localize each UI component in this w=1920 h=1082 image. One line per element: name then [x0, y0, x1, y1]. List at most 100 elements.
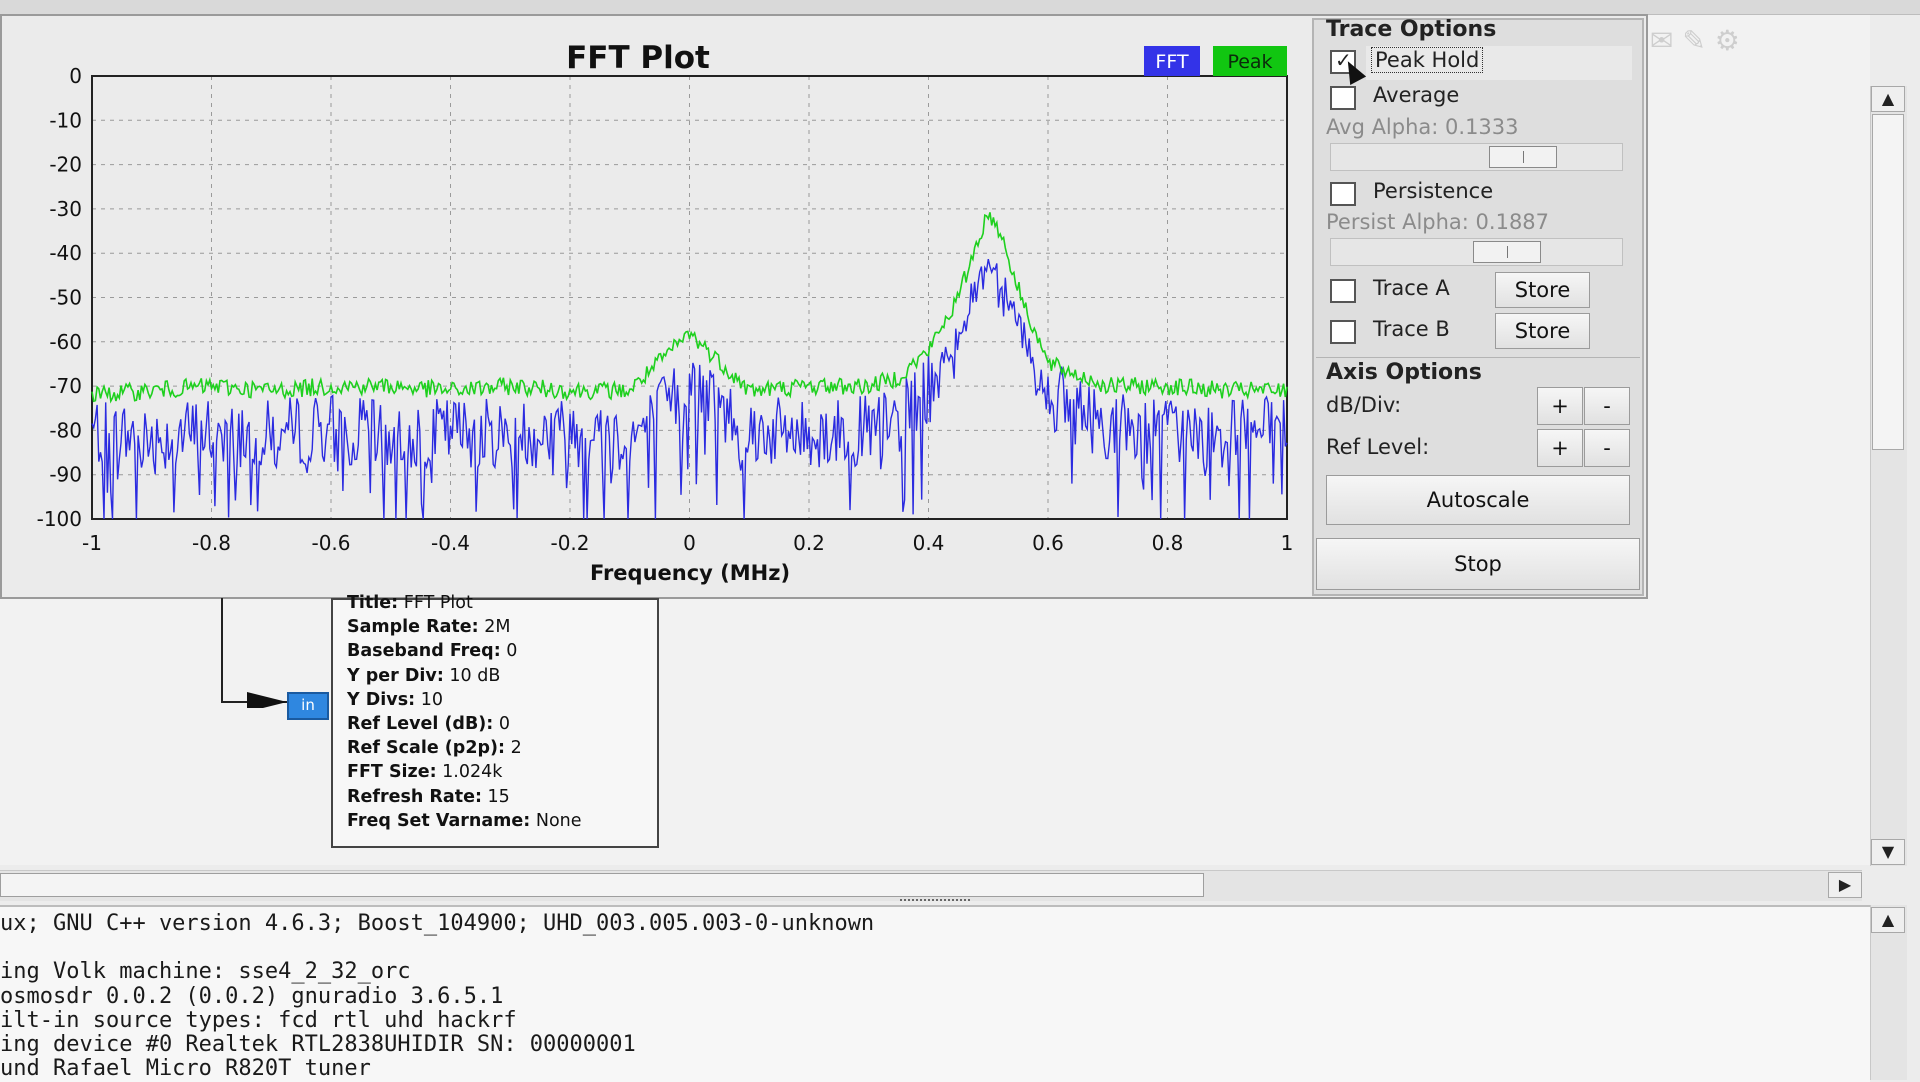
autoscale-button[interactable]: Autoscale: [1326, 475, 1630, 525]
console-line: ux; GNU C++ version 4.6.3; Boost_104900;…: [0, 911, 875, 936]
scroll-up-icon[interactable]: ▲: [1871, 86, 1905, 112]
persist-alpha-slider[interactable]: [1330, 238, 1623, 266]
block-property-row: Y per Div: 10 dB: [347, 666, 500, 686]
y-tick-label: -50: [49, 286, 82, 310]
y-tick-label: -60: [49, 330, 82, 354]
x-tick-label: -0.8: [192, 531, 231, 555]
y-tick-label: -90: [49, 463, 82, 487]
vertical-scroll-thumb[interactable]: [1872, 114, 1904, 450]
trace-a-store-button[interactable]: Store: [1495, 272, 1590, 308]
y-tick-label: -40: [49, 241, 82, 265]
fft-plot-chart: 0 -10 -20 -30 -40 -50 -60 -70 -80 -90 -100 -1 -0.8 -…: [37, 40, 1294, 585]
x-tick-label: 0.6: [1032, 531, 1064, 555]
y-tick-label: -10: [49, 108, 82, 132]
x-tick-label: -0.4: [431, 531, 470, 555]
persistence-label[interactable]: Persistence: [1373, 179, 1494, 203]
block-property-value: None: [535, 810, 582, 831]
block-property-value: 15: [487, 786, 510, 807]
block-property-row: FFT Size: 1.024k: [347, 762, 502, 782]
ref-level-label: Ref Level:: [1326, 435, 1430, 459]
trace-a-label[interactable]: Trace A: [1373, 276, 1450, 300]
x-tick-label: 0.2: [793, 531, 825, 555]
block-property-row: Baseband Freq: 0: [347, 641, 517, 661]
pane-resize-grip[interactable]: [900, 899, 970, 907]
x-tick-label: 0.8: [1152, 531, 1184, 555]
db-div-plus-button[interactable]: +: [1537, 387, 1583, 425]
block-property-value: 10: [420, 689, 443, 710]
x-axis-label: Frequency (MHz): [590, 561, 790, 585]
avg-alpha-slider-handle[interactable]: [1489, 146, 1557, 168]
trace-b-store-button[interactable]: Store: [1495, 313, 1590, 349]
block-property-key: Y per Div:: [347, 665, 444, 686]
average-checkbox[interactable]: [1330, 86, 1356, 110]
legend-fft-label: FFT: [1155, 51, 1189, 73]
axis-options-title: Axis Options: [1326, 360, 1482, 385]
block-property-row: Refresh Rate: 15: [347, 787, 510, 807]
x-tick-label: 0: [683, 531, 696, 555]
x-tick-label: 1: [1281, 531, 1294, 555]
block-property-key: Y Divs:: [347, 689, 416, 710]
console-line: ilt-in source types: fcd rtl uhd hackrf: [0, 1007, 517, 1033]
console-vertical-scrollbar[interactable]: [1870, 905, 1907, 1080]
block-property-row: Title: FFT Plot: [347, 593, 473, 613]
trace-b-label[interactable]: Trace B: [1373, 317, 1450, 341]
block-property-value: 1.024k: [442, 762, 503, 783]
qt-gui-freq-sink-block[interactable]: [331, 598, 659, 848]
block-property-key: Title:: [347, 593, 399, 613]
x-tick-label: -1: [82, 531, 102, 555]
connection-wire: [221, 598, 287, 708]
persistence-checkbox[interactable]: [1330, 182, 1356, 206]
plot-area-frame: [91, 75, 1288, 520]
block-properties: Title: FFT Plot Sample Rate: 2M Baseband F…: [331, 593, 659, 848]
block-input-port[interactable]: in: [287, 692, 329, 720]
block-property-row: Y Divs: 10: [347, 690, 443, 710]
persist-alpha-label: Persist Alpha: 0.1887: [1326, 210, 1550, 234]
block-property-value: 0: [498, 714, 511, 734]
block-property-row: Sample Rate: 2M: [347, 617, 510, 637]
persist-alpha-slider-handle[interactable]: [1473, 241, 1541, 263]
y-tick-label: -100: [37, 507, 82, 531]
stop-button[interactable]: Stop: [1316, 538, 1640, 590]
peak-hold-label[interactable]: Peak Hold: [1371, 47, 1484, 73]
console-line: und Rafael Micro R820T tuner: [0, 1056, 371, 1082]
legend-peak-label: Peak: [1227, 51, 1272, 73]
block-property-row: Ref Level (dB): 0: [347, 714, 510, 734]
y-tick-label: 0: [69, 64, 82, 88]
peak-hold-row-highlight: [1366, 46, 1632, 80]
console-line: ing device #0 Realtek RTL2838UHIDIR SN: …: [0, 1032, 636, 1057]
trace-a-checkbox[interactable]: [1330, 279, 1356, 303]
ref-level-plus-button[interactable]: +: [1537, 429, 1583, 467]
horizontal-scroll-thumb[interactable]: [0, 873, 1204, 897]
block-property-key: Baseband Freq:: [347, 641, 501, 662]
console-scroll-up-icon[interactable]: ▲: [1871, 907, 1905, 933]
x-tick-label: -0.6: [311, 531, 350, 555]
average-label[interactable]: Average: [1373, 83, 1460, 107]
scroll-right-icon[interactable]: ▶: [1828, 872, 1862, 898]
y-tick-label: -70: [49, 374, 82, 398]
fft-series-line: [91, 258, 1288, 520]
peak-hold-checkbox[interactable]: ✓: [1330, 48, 1356, 74]
block-property-key: Ref Level (dB):: [347, 714, 494, 734]
y-tick-label: -30: [49, 197, 82, 221]
block-property-row: Freq Set Varname: None: [347, 811, 582, 831]
connection-arrow-icon: [247, 692, 287, 708]
block-property-row: Ref Scale (p2p): 2: [347, 738, 522, 758]
db-div-minus-button[interactable]: -: [1584, 387, 1630, 425]
chart-title: FFT Plot: [566, 40, 710, 76]
block-property-value: FFT Plot: [403, 593, 473, 613]
trace-options-title: Trace Options: [1326, 17, 1497, 42]
x-tick-label: -0.2: [550, 531, 589, 555]
block-property-key: Ref Scale (p2p):: [347, 738, 506, 759]
block-property-key: Sample Rate:: [347, 617, 479, 638]
db-div-label: dB/Div:: [1326, 393, 1402, 417]
avg-alpha-slider[interactable]: [1330, 143, 1623, 171]
scroll-down-icon[interactable]: ▼: [1871, 839, 1905, 865]
console-line: osmosdr 0.0.2 (0.0.2) gnuradio 3.6.5.1: [0, 983, 504, 1009]
trace-b-checkbox[interactable]: [1330, 320, 1356, 344]
ref-level-minus-button[interactable]: -: [1584, 429, 1630, 467]
panel-divider: [1316, 357, 1640, 358]
block-property-value: 0: [506, 641, 518, 662]
block-property-key: Refresh Rate:: [347, 786, 482, 807]
legend-fft-swatch: [1144, 46, 1200, 76]
block-property-key: Freq Set Varname:: [347, 810, 531, 831]
